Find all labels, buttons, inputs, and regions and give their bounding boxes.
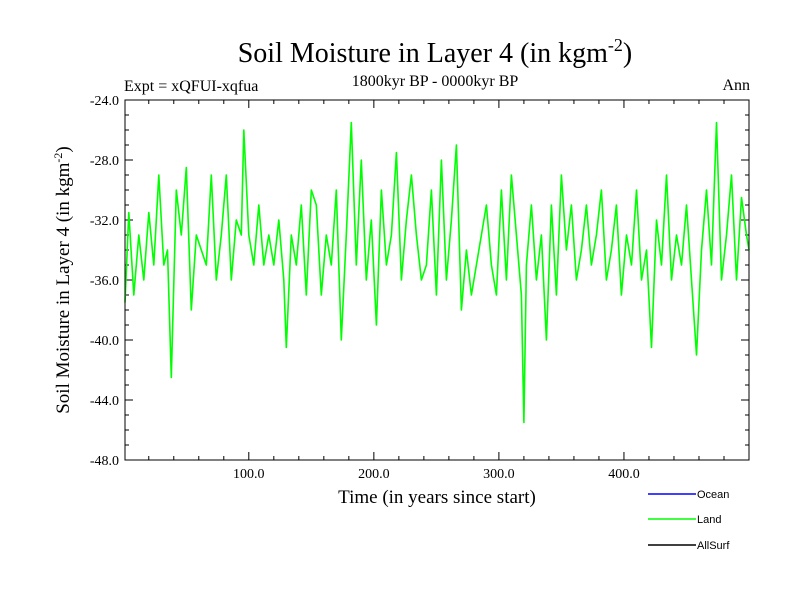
x-tick-label: 200.0 [358,467,390,482]
data-series [124,121,750,424]
x-axis-label: Time (in years since start) [338,487,536,508]
y-tick-label: -32.0 [90,214,119,229]
legend-label-allsurf: AllSurf [697,540,730,552]
y-axis-label: Soil Moisture in Layer 4 (in kgm-2) [51,146,74,414]
y-tick-label: -40.0 [90,334,119,349]
chart-title-sup: -2 [608,35,623,55]
y-tick-label: -44.0 [90,394,119,409]
chart-title-close: ) [623,38,632,69]
season-label: Ann [722,77,750,94]
y-axis-label-sup: -2 [51,153,65,163]
y-axis-label-close: ) [53,146,74,152]
x-tick-label: 400.0 [608,467,640,482]
experiment-label: Expt = xQFUI-xqfua [124,78,258,95]
x-tick-label: 100.0 [233,467,265,482]
chart-title: Soil Moisture in Layer 4 (in kgm-2) [238,35,633,69]
plot-frame [124,99,750,461]
chart-title-main: Soil Moisture in Layer 4 (in kgm [238,38,608,69]
y-tick-label: -48.0 [90,454,119,469]
axis-ticks: 100.0 200.0 300.0 400.0 -24.0 -28.0 -32.0 -36.0… [90,94,749,482]
y-tick-label: -36.0 [90,274,119,289]
y-tick-label: -28.0 [90,154,119,169]
legend: Ocean Land AllSurf [648,489,730,552]
y-axis-label-main: Soil Moisture in Layer 4 (in kgm [53,162,74,413]
chart-subtitle: 1800kyr BP - 0000kyr BP [352,73,519,90]
legend-label-ocean: Ocean [697,489,729,501]
x-tick-label: 300.0 [483,467,515,482]
series-line-land [124,121,750,424]
legend-label-land: Land [697,514,721,526]
y-tick-label: -24.0 [90,94,119,109]
